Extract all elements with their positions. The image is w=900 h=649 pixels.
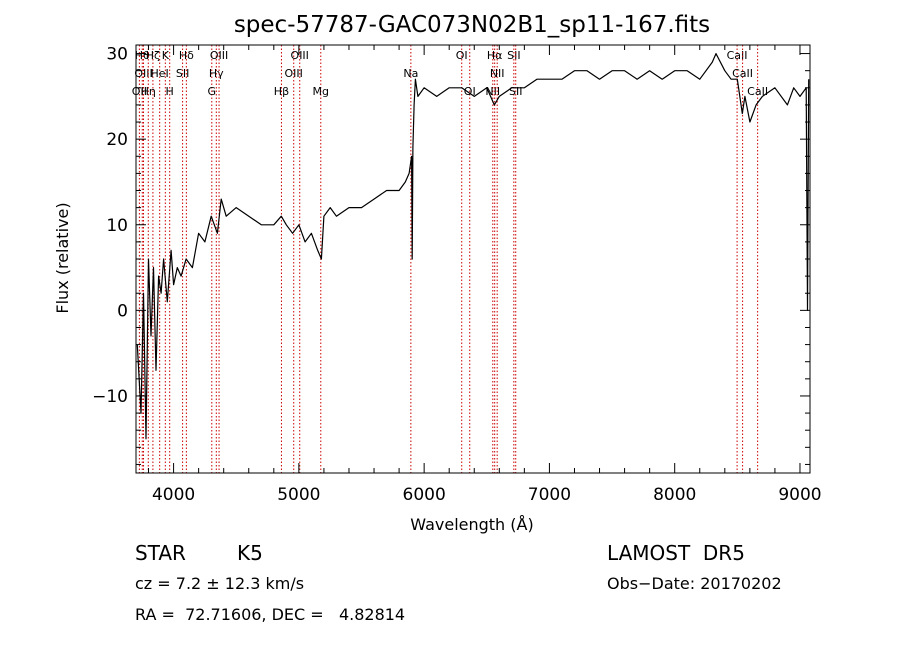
y-tick-label: 0 bbox=[117, 301, 128, 321]
x-tick-label: 9000 bbox=[778, 485, 821, 505]
line-marker-label: Hθ bbox=[135, 49, 150, 62]
line-marker-label: Hβ bbox=[274, 85, 289, 98]
line-marker-label: HeI bbox=[151, 67, 169, 80]
spectrum-line bbox=[136, 52, 810, 440]
line-marker-label: CaII bbox=[747, 85, 768, 98]
y-tick-label: 20 bbox=[106, 130, 128, 150]
y-tick-label: 30 bbox=[106, 45, 128, 65]
line-marker-label: OIII bbox=[285, 67, 303, 80]
y-tick-label: 10 bbox=[106, 216, 128, 236]
object-class: STAR bbox=[135, 541, 186, 565]
line-marker-label: Mg bbox=[313, 85, 329, 98]
redshift-readout: cz = 7.2 ± 12.3 km/s bbox=[135, 574, 305, 593]
line-marker-label: Hγ bbox=[209, 67, 224, 80]
x-tick-label: 7000 bbox=[528, 485, 571, 505]
line-marker-label: K bbox=[162, 49, 170, 62]
x-axis-label: Wavelength (Å) bbox=[410, 515, 533, 534]
line-marker-label: CaII bbox=[727, 49, 748, 62]
x-tick-label: 4000 bbox=[152, 485, 195, 505]
y-axis-label: Flux (relative) bbox=[53, 202, 72, 313]
x-tick-label: 8000 bbox=[653, 485, 696, 505]
line-marker-label: OIII bbox=[291, 49, 309, 62]
line-marker-label: OI bbox=[456, 49, 468, 62]
line-marker-label: CaII bbox=[732, 67, 753, 80]
line-marker-label: OIII bbox=[210, 49, 228, 62]
line-marker-label: Hζ bbox=[146, 49, 160, 62]
line-marker-label: SII bbox=[176, 67, 189, 80]
coordinates: RA = 72.71606, DEC = 4.82814 bbox=[135, 605, 406, 624]
line-marker-label: SII bbox=[507, 49, 520, 62]
line-marker-label: OI bbox=[464, 85, 476, 98]
survey-name: LAMOST DR5 bbox=[607, 541, 745, 565]
line-marker-label: H bbox=[166, 85, 174, 98]
line-markers: OIIHθOIIIHηHζHeIKHSIIHδGHγOIIIHβOIIIOIII… bbox=[132, 45, 768, 473]
object-subclass: K5 bbox=[237, 541, 263, 565]
y-tick-label: −10 bbox=[92, 387, 128, 407]
line-marker-label: NII bbox=[490, 67, 505, 80]
line-marker-label: Hα bbox=[487, 49, 503, 62]
line-marker-label: NII bbox=[485, 85, 500, 98]
plot-frame bbox=[135, 44, 811, 474]
line-marker-label: Hη bbox=[141, 85, 156, 98]
line-marker-label: SII bbox=[509, 85, 522, 98]
x-tick-label: 5000 bbox=[277, 485, 320, 505]
x-tick-label: 6000 bbox=[403, 485, 446, 505]
chart-title: spec-57787-GAC073N02B1_sp11-167.fits bbox=[234, 12, 710, 38]
line-marker-label: Na bbox=[403, 67, 418, 80]
line-marker-label: Hδ bbox=[179, 49, 194, 62]
axes: 4000 5000 6000 7000 8000 9000 −10 0 10 20 30 bbox=[92, 44, 822, 505]
spectrum-series bbox=[136, 52, 810, 440]
obs-date: Obs−Date: 20170202 bbox=[607, 574, 782, 593]
line-marker-label: G bbox=[208, 85, 217, 98]
